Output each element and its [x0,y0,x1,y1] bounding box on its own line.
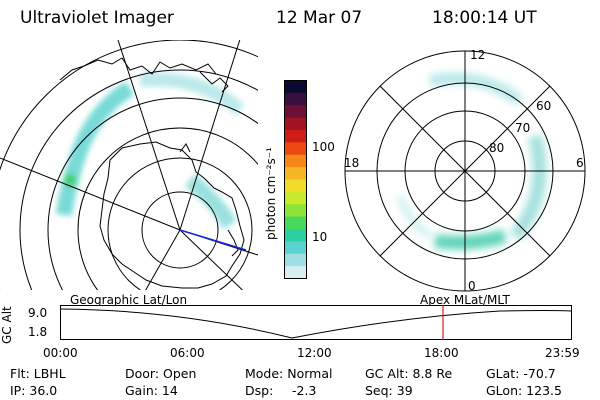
colorbar-band [285,167,307,180]
colorbar-tick-100: 100 [312,140,335,154]
colorbar-band [285,241,307,254]
mlt-label-left: 18 [344,156,359,170]
mlt-label-bottom: 0 [468,279,476,293]
gain-readout: Gain: 14 [125,383,178,398]
colorbar-band [285,118,307,131]
observation-date: 12 Mar 07 [276,8,362,28]
colorbar-band [285,93,307,106]
colorbar-band [285,192,307,205]
magnetic-polar-plot: 12 18 6 0 60 70 80 [340,46,590,296]
observation-time: 18:00:14 UT [432,8,537,28]
colorbar-band [285,105,307,118]
geographic-map [0,40,258,290]
timeline-x-tick-0000: 00:00 [43,346,78,360]
timeline-x-tick-1800: 18:00 [424,346,459,360]
filter-readout: Flt: LBHL [10,366,66,381]
colorbar-band [285,130,307,143]
lat-label-70: 70 [515,121,530,135]
altitude-timeline [60,305,574,341]
lat-label-80: 80 [489,141,504,155]
colorbar-band [285,81,307,94]
gc-alt-readout: GC Alt: 8.8 Re [365,366,452,381]
glat-readout: GLat: -70.7 [486,366,556,381]
timeline-y-tick-max: 9.0 [28,306,47,320]
colorbar-band [285,266,307,279]
colorbar-tick-10: 10 [312,230,327,244]
colorbar-unit-label: photon cm⁻²s⁻¹ [264,147,278,240]
timeline-y-tick-min: 1.8 [28,325,47,339]
timeline-axis-label: GC Alt [0,306,14,344]
ip-readout: IP: 36.0 [10,383,57,398]
timeline-frame [61,306,572,340]
dsp-label: Dsp: [245,383,273,398]
auroral-oval [400,79,540,243]
timeline-x-tick-2359: 23:59 [545,346,580,360]
lat-label-60: 60 [536,99,551,113]
seq-readout: Seq: 39 [365,383,413,398]
mode-readout: Mode: Normal [245,366,332,381]
colorbar-band [285,155,307,168]
colorbar-band [285,229,307,242]
mlt-label-top: 12 [470,48,485,62]
colorbar [284,80,308,280]
colorbar-band [285,180,307,193]
door-readout: Door: Open [125,366,196,381]
timeline-x-tick-0600: 06:00 [170,346,205,360]
glon-readout: GLon: 123.5 [486,383,562,398]
dsp-value: -2.3 [292,383,316,398]
latitude-circles [0,40,258,290]
colorbar-band [285,142,307,155]
colorbar-band [285,204,307,217]
meridians [0,40,258,290]
colorbar-band [285,254,307,267]
mlt-label-right: 6 [576,156,584,170]
colorbar-band [285,217,307,230]
timeline-x-tick-1200: 12:00 [297,346,332,360]
instrument-title: Ultraviolet Imager [20,8,174,28]
